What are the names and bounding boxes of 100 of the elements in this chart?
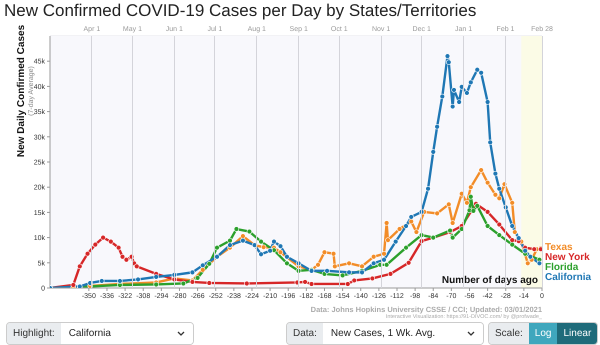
point xyxy=(468,194,474,200)
point xyxy=(322,250,328,255)
point xyxy=(124,257,130,262)
point xyxy=(450,220,456,226)
point xyxy=(246,228,252,234)
x-axis-title: Number of days ago xyxy=(442,275,538,286)
point xyxy=(308,281,314,287)
point xyxy=(284,254,290,260)
series-label: New York xyxy=(545,252,590,264)
point xyxy=(406,260,412,266)
point xyxy=(492,170,498,176)
point xyxy=(258,252,264,257)
point xyxy=(396,226,402,232)
point xyxy=(206,261,212,267)
point xyxy=(100,234,106,240)
point xyxy=(134,264,140,270)
point xyxy=(267,248,273,254)
series-label: California xyxy=(545,272,592,284)
point xyxy=(403,244,409,250)
point xyxy=(302,279,308,285)
scale-toggle: Scale: Log Linear xyxy=(488,322,598,345)
point xyxy=(496,196,502,201)
point xyxy=(260,244,266,250)
point xyxy=(510,237,515,243)
point xyxy=(200,262,206,268)
point xyxy=(244,280,250,286)
point xyxy=(456,99,462,105)
point xyxy=(430,149,436,155)
point xyxy=(271,238,277,244)
point xyxy=(227,238,233,244)
point xyxy=(116,244,122,250)
point xyxy=(240,233,246,239)
point xyxy=(278,243,284,249)
point xyxy=(153,274,159,280)
point xyxy=(510,223,515,229)
point xyxy=(352,278,357,284)
point xyxy=(536,260,542,266)
point xyxy=(484,180,490,186)
point xyxy=(330,251,336,256)
point xyxy=(450,234,456,240)
point xyxy=(315,262,321,268)
point xyxy=(403,223,409,229)
point xyxy=(92,242,98,248)
point xyxy=(346,270,352,276)
point xyxy=(414,229,420,235)
point xyxy=(384,220,390,226)
point xyxy=(532,246,537,252)
point xyxy=(278,250,284,255)
point xyxy=(108,238,114,244)
series-label: Florida xyxy=(545,262,578,274)
point xyxy=(385,237,391,243)
point xyxy=(464,90,470,96)
series-label: Texas xyxy=(545,242,573,254)
point xyxy=(512,229,518,235)
point xyxy=(340,272,346,278)
highlight-select: Highlight: California xyxy=(6,322,194,345)
point xyxy=(496,222,502,228)
point xyxy=(510,200,515,206)
point xyxy=(451,87,457,93)
point xyxy=(180,280,186,286)
point xyxy=(234,226,240,232)
point xyxy=(120,254,126,260)
point xyxy=(194,275,200,281)
point xyxy=(484,209,490,215)
point xyxy=(324,268,330,274)
point xyxy=(200,267,206,273)
point xyxy=(99,278,104,284)
point xyxy=(522,248,528,254)
point xyxy=(408,218,414,224)
point xyxy=(258,238,264,244)
point xyxy=(388,271,394,277)
point xyxy=(478,167,484,173)
point xyxy=(510,242,515,248)
point xyxy=(70,282,76,288)
point xyxy=(408,214,414,220)
point xyxy=(464,200,470,206)
point xyxy=(434,210,440,216)
point xyxy=(444,53,450,59)
point xyxy=(450,104,456,110)
point xyxy=(332,264,338,270)
chart-title: New Confirmed COVID-19 Cases per Day by States/Territories xyxy=(4,1,476,21)
point xyxy=(468,184,474,190)
point xyxy=(528,254,534,260)
point xyxy=(468,80,474,86)
point xyxy=(190,270,196,276)
point xyxy=(496,186,502,192)
point xyxy=(434,124,440,130)
point xyxy=(492,192,498,198)
point xyxy=(478,70,484,76)
point xyxy=(206,280,212,286)
point xyxy=(227,242,233,248)
point xyxy=(470,208,476,214)
point xyxy=(488,140,493,146)
point xyxy=(345,281,350,287)
point xyxy=(240,238,246,244)
point xyxy=(284,260,290,266)
y-axis-title: New Daily Confirmed Cases xyxy=(16,24,27,158)
point xyxy=(484,223,490,229)
point xyxy=(425,186,431,192)
point xyxy=(117,278,123,284)
